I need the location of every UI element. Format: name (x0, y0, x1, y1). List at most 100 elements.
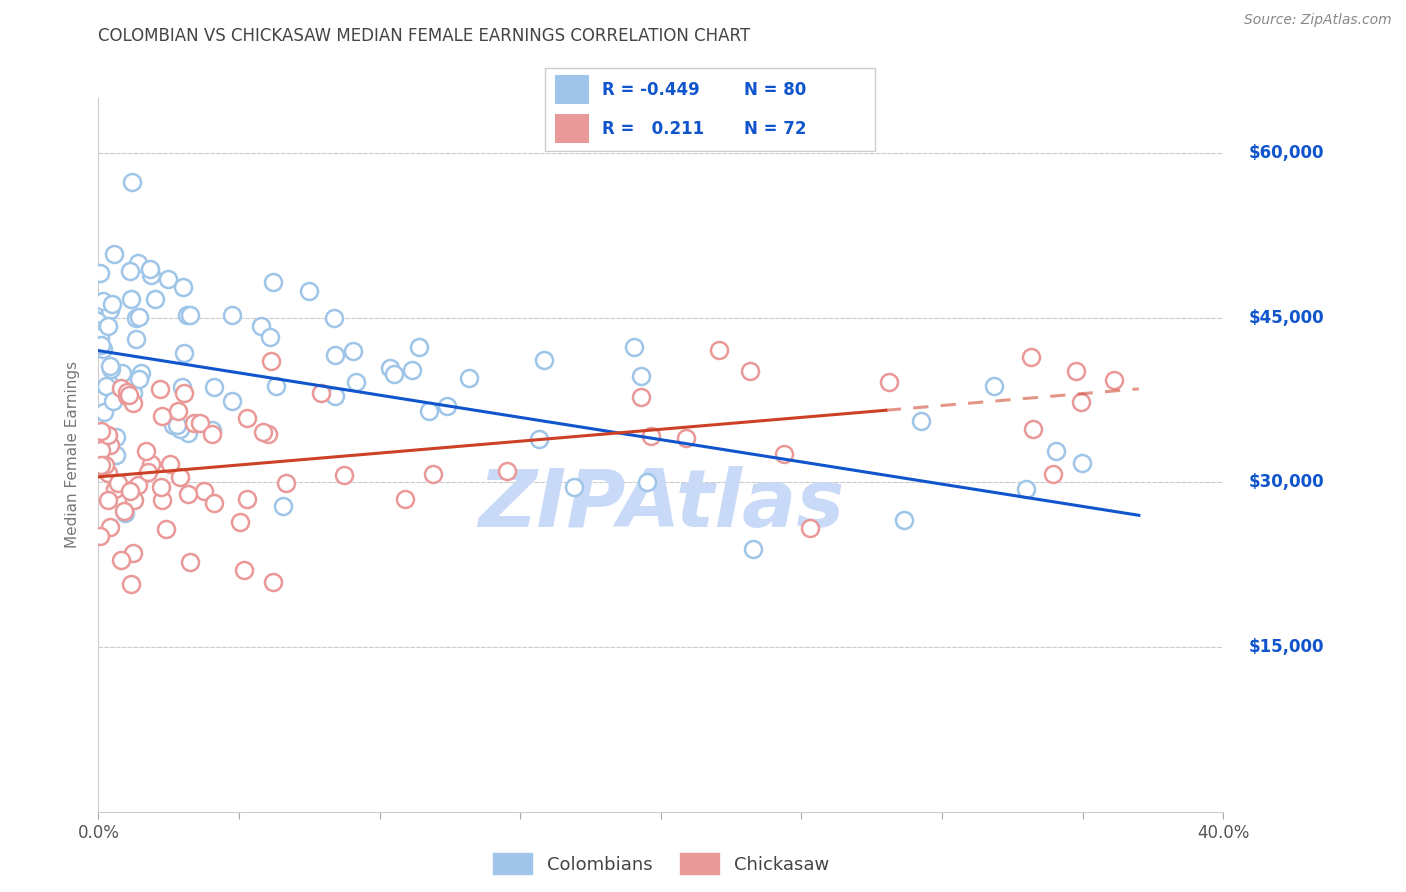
Point (101, 393, 124, 408)
Point (177, 487, 200, 501)
Text: COLOMBIAN VS CHICKASAW MEDIAN FEMALE EARNINGS CORRELATION CHART: COLOMBIAN VS CHICKASAW MEDIAN FEMALE EAR… (98, 27, 751, 45)
Point (408, 340, 430, 354)
Point (111, 366, 134, 380)
Point (252, 425, 274, 439)
Point (188, 417, 211, 431)
Point (496, 464, 519, 478)
Point (90, 424, 112, 438)
Point (457, 371, 479, 385)
Point (623, 339, 645, 353)
Point (173, 346, 195, 360)
Point (90, 443, 112, 458)
Point (1015, 483, 1038, 497)
Point (97, 493, 120, 508)
Point (112, 384, 135, 399)
Point (110, 553, 132, 567)
Point (135, 444, 157, 458)
Point (1022, 422, 1045, 436)
Point (169, 470, 191, 484)
Point (675, 432, 697, 446)
Point (271, 499, 294, 513)
Point (1071, 456, 1094, 470)
Point (709, 343, 731, 358)
Text: R = -0.449: R = -0.449 (602, 81, 700, 99)
Point (125, 310, 148, 325)
Point (118, 388, 141, 402)
Point (176, 426, 198, 441)
Point (90, 458, 112, 472)
Point (344, 375, 367, 389)
Point (193, 483, 215, 498)
Point (877, 375, 900, 389)
Point (333, 467, 356, 482)
Point (276, 475, 298, 490)
Point (262, 275, 284, 289)
Y-axis label: Median Female Earnings: Median Female Earnings (65, 361, 80, 549)
Point (93, 298, 115, 312)
Point (89, 310, 111, 324)
Text: N = 80: N = 80 (744, 81, 806, 99)
Point (100, 302, 122, 317)
Point (139, 268, 162, 282)
Point (564, 480, 586, 494)
Point (100, 359, 122, 373)
Text: N = 72: N = 72 (744, 120, 806, 137)
Point (122, 386, 145, 401)
Point (110, 381, 132, 395)
Point (893, 513, 915, 527)
Point (115, 389, 138, 403)
Point (150, 493, 173, 508)
Point (436, 399, 458, 413)
Point (266, 378, 288, 392)
Point (742, 542, 765, 557)
Point (201, 426, 224, 441)
Point (740, 364, 762, 378)
Point (640, 429, 662, 443)
Point (93, 405, 115, 419)
Point (249, 318, 271, 333)
Point (149, 382, 172, 396)
Point (112, 504, 135, 518)
Point (176, 308, 198, 322)
Point (201, 423, 224, 437)
Point (93, 343, 115, 357)
Point (221, 309, 243, 323)
Point (91, 293, 114, 308)
Text: $15,000: $15,000 (1249, 638, 1324, 656)
Point (115, 385, 138, 400)
Point (232, 563, 254, 577)
Point (382, 367, 405, 381)
Text: Source: ZipAtlas.com: Source: ZipAtlas.com (1244, 13, 1392, 28)
Point (630, 368, 652, 383)
Point (394, 491, 416, 506)
Point (773, 448, 796, 462)
Point (1042, 467, 1064, 482)
Point (235, 492, 257, 507)
Text: R =   0.211: R = 0.211 (602, 120, 704, 137)
Point (169, 422, 191, 436)
FancyBboxPatch shape (544, 68, 876, 151)
Point (114, 506, 136, 520)
Point (122, 546, 145, 560)
Point (401, 363, 423, 377)
Point (150, 480, 173, 494)
Point (120, 577, 142, 591)
Point (104, 482, 127, 496)
Point (156, 272, 179, 286)
Point (179, 309, 201, 323)
Point (162, 417, 184, 432)
Point (173, 385, 195, 400)
Point (202, 496, 225, 510)
Point (155, 522, 177, 536)
Point (90, 338, 112, 352)
Point (100, 362, 122, 376)
Point (128, 372, 150, 386)
Point (910, 413, 932, 427)
Point (170, 379, 193, 393)
Point (342, 343, 364, 358)
Point (378, 361, 401, 376)
Point (179, 555, 201, 569)
Point (636, 475, 658, 489)
Legend: Colombians, Chickasaw: Colombians, Chickasaw (485, 846, 837, 881)
Point (128, 477, 150, 491)
